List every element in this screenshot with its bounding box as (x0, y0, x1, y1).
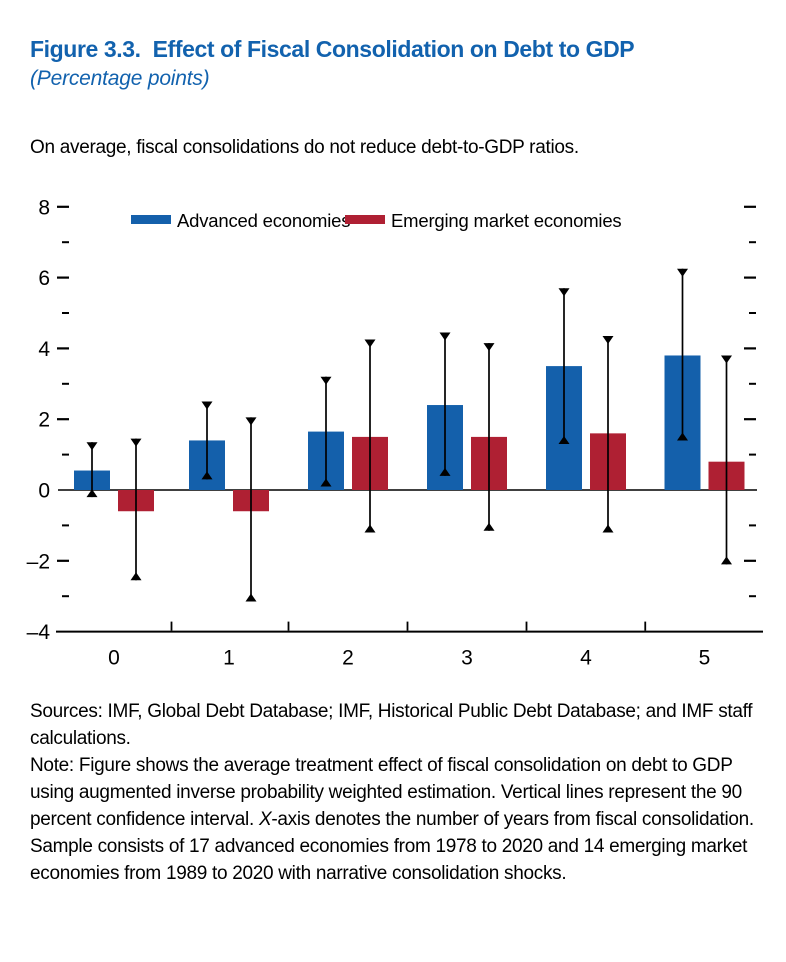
errorbar-advanced-economies-5-cap-top (677, 268, 688, 277)
y-tick-label-2: 2 (38, 409, 50, 432)
x-tick-label-5: 5 (699, 647, 711, 670)
errorbar-emerging-market-economies-3-cap-bottom (483, 522, 495, 531)
bar-chart: 8 6 4 2 0 –2 –4 0 1 2 3 4 5 Advanced economies Emergin… (27, 196, 763, 670)
errorbar-emerging-market-economies-4-cap-top (602, 336, 614, 345)
legend-label-advanced-economies: Advanced economies (177, 210, 350, 231)
y-tick-label--2: –2 (27, 550, 50, 573)
errorbar-emerging-market-economies-5-cap-bottom (721, 556, 732, 565)
figure-subtitle: (Percentage points) (30, 67, 210, 90)
y-tick-label--4: –4 (27, 621, 51, 644)
notes-sources: Sources: IMF, Global Debt Database; IMF,… (30, 701, 753, 749)
errorbar-emerging-market-economies-0-cap-top (130, 438, 142, 447)
errorbar-advanced-economies-0-cap-top (86, 442, 98, 451)
legend-swatch-advanced-economies (131, 215, 171, 224)
errorbar-emerging-market-economies-4-cap-bottom (602, 524, 614, 533)
errorbar-advanced-economies-2-cap-top (320, 376, 332, 385)
errorbar-emerging-market-economies-2-cap-top (364, 339, 376, 348)
errorbar-emerging-market-economies-1-cap-bottom (245, 593, 257, 602)
errorbar-emerging-market-economies-3-cap-top (483, 343, 495, 352)
y-tick-label-0: 0 (38, 480, 50, 503)
figure-notes: Sources: IMF, Global Debt Database; IMF,… (30, 698, 775, 887)
x-tick-label-3: 3 (461, 647, 473, 670)
x-tick-label-4: 4 (580, 647, 592, 670)
x-tick-label-2: 2 (342, 647, 354, 670)
legend-label-emerging-market-economies: Emerging market economies (391, 210, 621, 231)
errorbar-advanced-economies-5-cap-bottom (677, 432, 688, 441)
x-tick-label-1: 1 (223, 647, 235, 670)
note-italic-x: X (258, 809, 272, 830)
errorbar-emerging-market-economies-5-cap-top (721, 355, 732, 364)
errorbar-advanced-economies-4-cap-bottom (558, 435, 570, 444)
note-text: Note: Figure shows the average treatment… (30, 755, 742, 830)
errorbar-emerging-market-economies-1-cap-top (245, 417, 257, 426)
errorbar-advanced-economies-3-cap-bottom (439, 467, 451, 476)
y-tick-label-6: 6 (38, 267, 50, 290)
errorbar-advanced-economies-1-cap-top (201, 401, 213, 410)
notes-note: Note: Figure shows the average treatment… (30, 752, 775, 887)
note-text: -axis denotes the number of years from f… (30, 809, 754, 884)
errorbar-advanced-economies-2-cap-bottom (320, 478, 332, 487)
figure-title: Figure 3.3. Effect of Fiscal Consolidati… (30, 36, 635, 62)
x-tick-label-0: 0 (108, 647, 120, 670)
errorbar-advanced-economies-0-cap-bottom (86, 489, 98, 498)
errorbar-advanced-economies-1-cap-bottom (201, 471, 213, 480)
errorbar-emerging-market-economies-0-cap-bottom (130, 572, 142, 581)
chart-area: 8 6 4 2 0 –2 –4 0 1 2 3 4 5 Advanced economies Emergin… (0, 188, 786, 688)
errorbar-advanced-economies-3-cap-top (439, 332, 451, 341)
y-tick-label-4: 4 (38, 338, 50, 361)
errorbar-advanced-economies-4-cap-top (558, 288, 570, 297)
errorbar-emerging-market-economies-2-cap-bottom (364, 524, 376, 533)
y-tick-label-8: 8 (38, 196, 50, 219)
figure-headline: On average, fiscal consolidations do not… (30, 137, 579, 158)
legend-swatch-emerging-market-economies (345, 215, 385, 224)
